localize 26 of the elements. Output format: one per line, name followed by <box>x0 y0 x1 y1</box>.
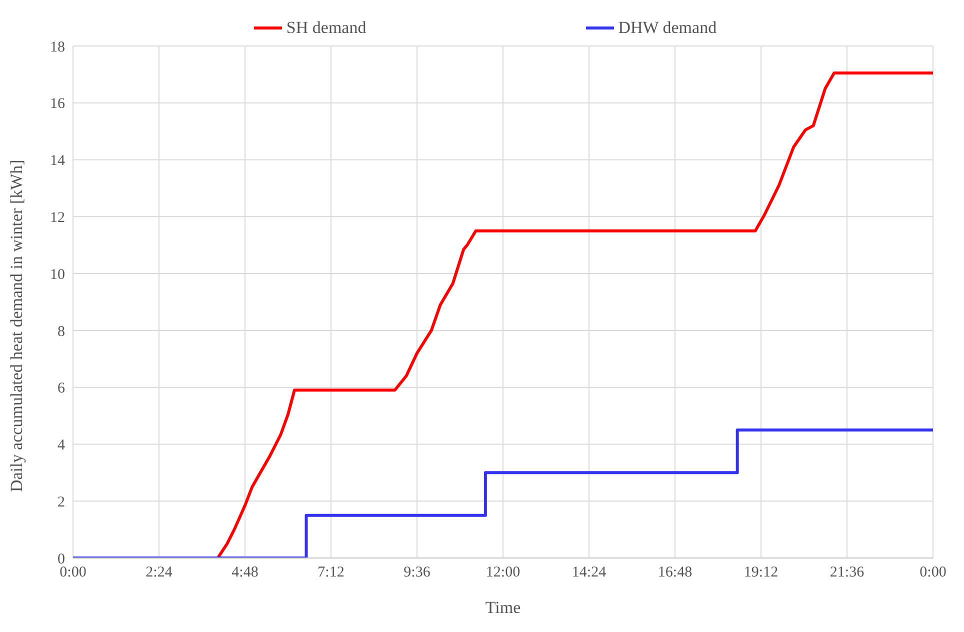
y-tick-label: 4 <box>58 438 66 454</box>
line-series <box>73 428 933 558</box>
x-tick-label: 16:48 <box>658 564 692 581</box>
y-tick-label: 18 <box>50 39 65 56</box>
x-tick-label: 19:12 <box>744 564 778 581</box>
x-axis-title: Time <box>485 598 521 617</box>
y-tick-label: 12 <box>50 210 65 226</box>
legend-label: DHW demand <box>617 18 717 38</box>
y-tick-label: 6 <box>58 380 66 397</box>
x-tick-label: 0:00 <box>920 564 946 581</box>
x-tick-label: 21:36 <box>830 564 865 581</box>
x-tick-label: 2:24 <box>146 564 173 581</box>
y-tick-label: 14 <box>50 153 66 170</box>
legend-label: SH demand <box>285 18 366 38</box>
y-tick-label: 8 <box>58 324 65 340</box>
x-tick-label: 12:00 <box>486 564 520 581</box>
y-tick-label: 2 <box>58 494 65 510</box>
x-tick-label: 0:00 <box>60 564 86 581</box>
y-tick-label: 16 <box>50 96 66 112</box>
x-tick-label: 4:48 <box>232 564 258 581</box>
x-tick-label: 9:36 <box>404 564 431 581</box>
x-tick-label: 14:24 <box>572 564 607 581</box>
x-tick-label: 7:12 <box>318 564 344 581</box>
y-tick-label: 0 <box>58 551 65 568</box>
y-axis-title: Daily accumulated heat demand in winter [kWh] <box>7 160 26 492</box>
y-tick-label: 10 <box>50 266 65 283</box>
